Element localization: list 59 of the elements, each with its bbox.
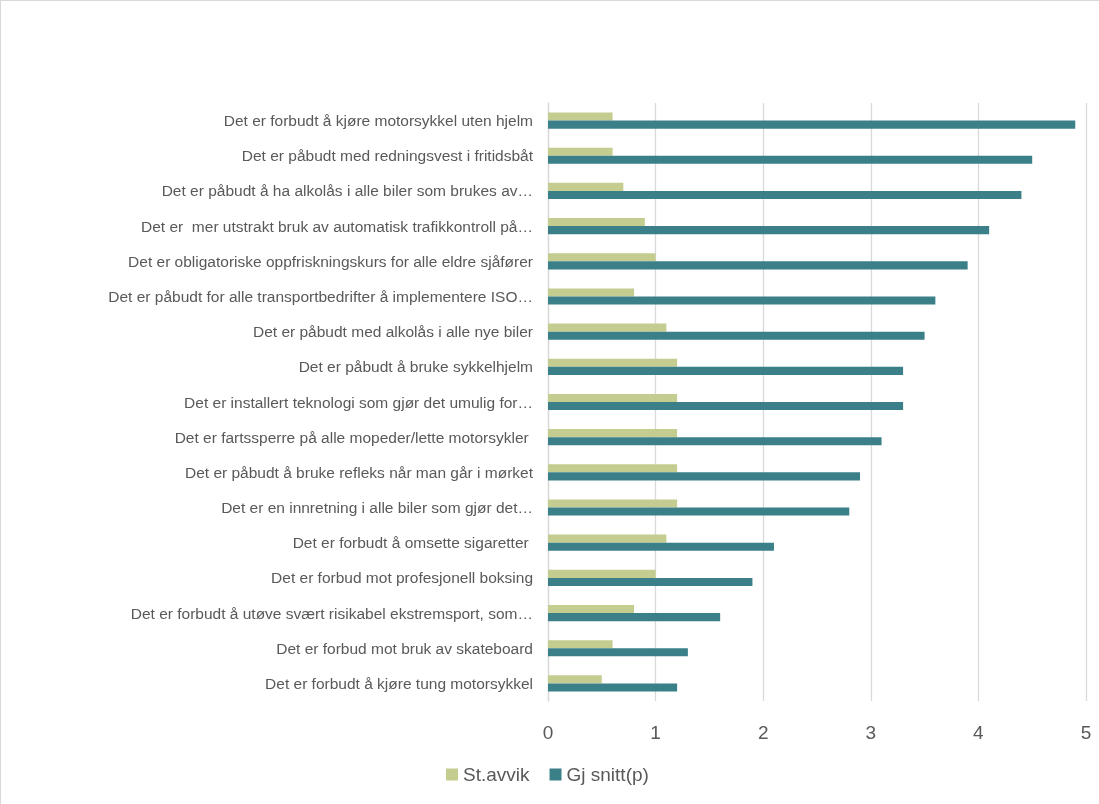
y-tick-label: Det er forbudt å utøve svært risikabel ekstremsport, som… bbox=[130, 604, 533, 622]
bar bbox=[548, 499, 678, 508]
bar bbox=[548, 569, 656, 578]
bar bbox=[548, 261, 968, 270]
bar bbox=[548, 675, 602, 684]
bar bbox=[548, 155, 1033, 164]
x-tick-label: 2 bbox=[757, 722, 769, 743]
bar bbox=[548, 331, 925, 340]
bar bbox=[548, 429, 678, 438]
legend-label: Gj snitt(p) bbox=[566, 764, 649, 785]
bar bbox=[548, 640, 613, 649]
bar bbox=[548, 190, 1022, 200]
y-tick-label: Det er påbudt å ha alkolås i alle biler som brukes av… bbox=[161, 182, 533, 200]
bar bbox=[548, 296, 936, 305]
bar bbox=[548, 147, 613, 156]
bar bbox=[548, 437, 882, 446]
bar bbox=[548, 507, 850, 516]
y-tick-label: Det er påbudt med alkolås i alle nye biler bbox=[252, 323, 533, 341]
x-tick-label: 3 bbox=[865, 722, 877, 743]
x-tick-label: 5 bbox=[1080, 722, 1092, 743]
y-tick-label: Det er forbud mot bruk av skateboard bbox=[276, 639, 533, 657]
bar bbox=[548, 358, 678, 367]
bar bbox=[548, 613, 721, 622]
legend-label: St.avvik bbox=[463, 764, 531, 785]
bar bbox=[548, 472, 861, 481]
bar bbox=[548, 648, 688, 657]
y-tick-label: Det er forbud mot profesjonell boksing bbox=[271, 569, 533, 587]
bar bbox=[548, 366, 904, 375]
bar bbox=[548, 464, 678, 473]
bar bbox=[548, 402, 904, 411]
bar bbox=[548, 182, 624, 191]
y-tick-label: Det er obligatoriske oppfriskningskurs for alle eldre sjåfører bbox=[128, 252, 533, 270]
bar bbox=[548, 577, 753, 586]
bar bbox=[548, 683, 678, 692]
x-tick-label: 1 bbox=[650, 722, 661, 743]
bar bbox=[548, 393, 678, 402]
y-tick-label: Det er installert teknologi som gjør det umulig for… bbox=[184, 393, 533, 411]
x-tick-label: 4 bbox=[973, 722, 985, 743]
bar bbox=[548, 604, 635, 614]
bar bbox=[548, 288, 635, 297]
bar bbox=[548, 253, 656, 262]
y-tick-label: Det er forbudt å kjøre tung motorsykkel bbox=[265, 674, 533, 692]
y-tick-label: Det er mer utstrakt bruk av automatisk trafikkontroll på… bbox=[141, 217, 533, 235]
bar bbox=[548, 534, 667, 543]
bar bbox=[548, 120, 1076, 129]
bar bbox=[548, 226, 990, 235]
bar bbox=[548, 112, 613, 121]
bar bbox=[548, 542, 774, 551]
bar bbox=[548, 323, 667, 332]
y-tick-label: Det er forbudt å kjøre motorsykkel uten hjelm bbox=[223, 112, 533, 130]
y-tick-label: Det er påbudt å bruke sykkelhjelm bbox=[298, 358, 533, 376]
y-tick-label: Det er påbudt å bruke refleks når man går i mørket bbox=[184, 463, 534, 481]
bar bbox=[548, 218, 645, 227]
y-tick-label: Det er påbudt med redningsvest i fritidsbåt bbox=[241, 147, 534, 165]
y-tick-label: Det er en innretning i alle biler som gjør det… bbox=[221, 499, 533, 517]
x-tick-label: 0 bbox=[542, 722, 554, 743]
y-tick-label: Det er påbudt for alle transportbedrifter å implementere ISO… bbox=[108, 287, 533, 305]
y-tick-label: Det er forbudt å omsette sigaretter bbox=[292, 534, 533, 552]
y-tick-label: Det er fartssperre på alle mopeder/lette motorsykler bbox=[174, 428, 533, 446]
